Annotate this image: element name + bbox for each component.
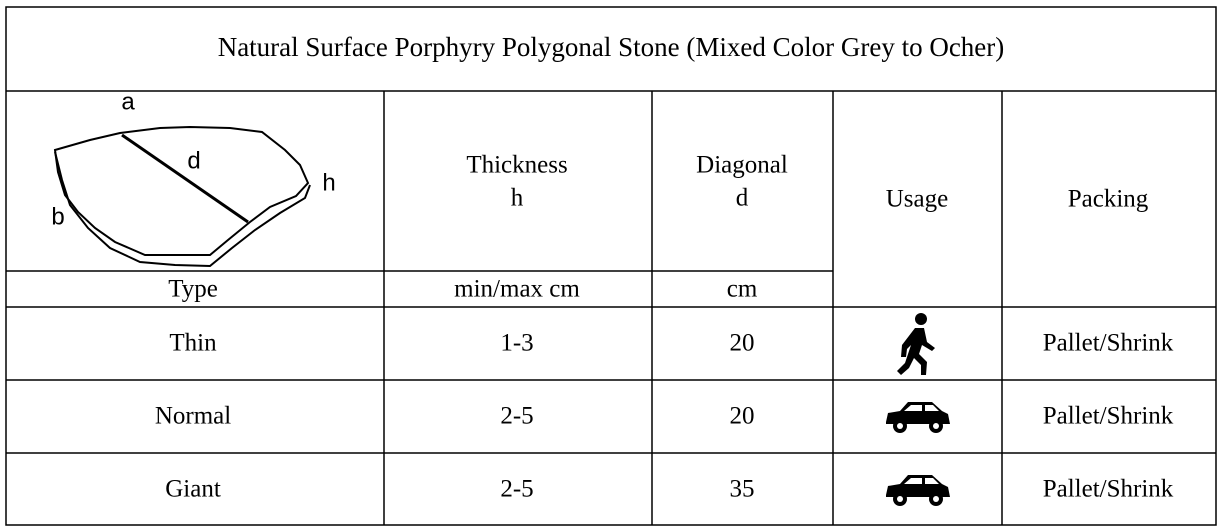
cell: Giant (165, 476, 221, 503)
cell: Pallet/Shrink (1043, 476, 1174, 503)
cell: 2-5 (500, 476, 533, 503)
cell: 35 (730, 476, 755, 503)
header-cell: Type (168, 276, 218, 303)
cell: 2-5 (500, 403, 533, 430)
header-cell: d (736, 185, 749, 212)
cell: Normal (155, 403, 231, 430)
rows: Thin 1-3 20 Pallet/Shrink Normal 2-5 20 … (155, 330, 1174, 503)
pedestrian-icon (897, 313, 935, 375)
diagram-label: a (121, 88, 135, 115)
header-unit: min/max cm (454, 276, 580, 303)
cell: Thin (169, 330, 217, 357)
cell: 1-3 (500, 330, 533, 357)
header-cell: Thickness (466, 152, 567, 179)
cell: Pallet/Shrink (1043, 403, 1174, 430)
header-cell: Packing (1068, 186, 1149, 213)
cell: Pallet/Shrink (1043, 330, 1174, 357)
cell: 20 (730, 403, 755, 430)
stone-diagram (53, 125, 311, 268)
car-icon (886, 475, 950, 506)
title: Natural Surface Porphyry Polygonal Stone… (218, 32, 1005, 62)
header-cell: Usage (886, 186, 948, 213)
diagram-label: b (51, 203, 64, 230)
grid-lines (6, 90, 1216, 525)
diagram-label: h (322, 169, 335, 196)
header-cell: h (511, 185, 524, 212)
diagram-label: d (187, 147, 200, 174)
header-unit: cm (727, 276, 758, 303)
header-cell: Diagonal (696, 152, 788, 179)
table-border (5, 6, 1217, 526)
car-icon (886, 402, 950, 433)
cell: 20 (730, 330, 755, 357)
